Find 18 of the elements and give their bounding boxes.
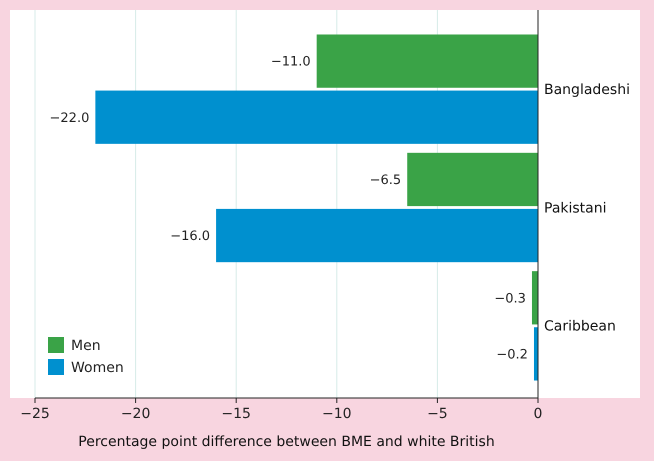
data-label: −16.0 [170, 229, 210, 244]
y-tick-label: Bangladeshi [544, 82, 630, 98]
data-label: −22.0 [50, 110, 90, 126]
x-tick-label: −25 [20, 406, 50, 422]
data-label: −0.2 [496, 347, 528, 362]
x-axis-title: Percentage point difference between BME and white British [78, 434, 495, 450]
x-tick-label: −15 [221, 406, 251, 422]
legend-label: Men [71, 338, 101, 354]
data-label: −0.3 [494, 291, 526, 306]
x-tick-label: −10 [322, 406, 352, 422]
x-tick-label: −20 [120, 406, 150, 422]
y-tick-label: Pakistani [544, 200, 607, 216]
x-tick-label: 0 [534, 406, 542, 422]
x-tick-label: −5 [427, 406, 448, 422]
legend-label: Women [71, 360, 124, 376]
y-tick-label: Caribbean [544, 318, 616, 335]
data-label: −11.0 [270, 54, 311, 70]
data-label: −6.5 [370, 173, 402, 188]
